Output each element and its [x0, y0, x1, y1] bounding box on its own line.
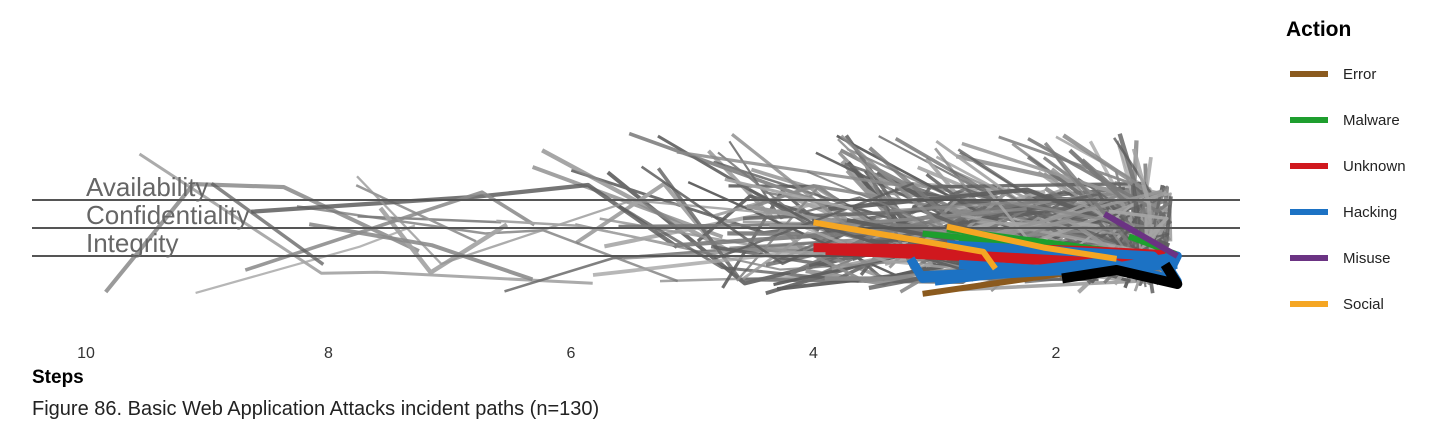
- category-label-confidentiality: Confidentiality: [86, 200, 249, 230]
- legend-label-unknown: Unknown: [1343, 158, 1406, 175]
- gray-path: [730, 133, 1027, 227]
- highlight-path: [1061, 261, 1183, 289]
- gray-path: [713, 160, 921, 230]
- gray-path: [210, 181, 325, 266]
- category-label-availability: Availability: [86, 172, 208, 202]
- category-label-integrity: Integrity: [86, 228, 179, 258]
- x-axis-label: Steps: [32, 367, 84, 388]
- gray-path: [244, 190, 536, 272]
- x-tick-label: 8: [324, 345, 333, 362]
- highlight-path-line: [1061, 261, 1183, 289]
- legend-label-malware: Malware: [1343, 112, 1400, 129]
- legend-title: Action: [1286, 18, 1351, 41]
- legend-label-hacking: Hacking: [1343, 204, 1397, 221]
- gray-path: [496, 219, 679, 248]
- legend-label-misuse: Misuse: [1343, 250, 1391, 267]
- figure-caption: Figure 86. Basic Web Application Attacks…: [32, 398, 600, 420]
- gray-path: [356, 175, 871, 266]
- gray-path: [378, 206, 509, 275]
- gray-path: [308, 222, 534, 282]
- path-error: [922, 269, 1069, 297]
- x-axis-ticks: 10 8 6 4 2: [77, 345, 1060, 362]
- legend: Action Error Malware Unknown Hacking Misuse So…: [1286, 18, 1406, 313]
- gray-path: [676, 150, 913, 189]
- gray-path: [724, 177, 854, 211]
- gray-path: [1027, 137, 1170, 213]
- path-social: [946, 223, 1118, 262]
- gray-path: [138, 152, 593, 285]
- legend-label-social: Social: [1343, 296, 1384, 313]
- gray-path: [1043, 141, 1131, 244]
- legend-label-error: Error: [1343, 66, 1376, 83]
- x-tick-label: 4: [809, 345, 818, 362]
- path-misuse: [1103, 211, 1179, 259]
- gray-path: [251, 182, 679, 249]
- x-tick-label: 6: [567, 345, 576, 362]
- x-tick-label: 2: [1052, 345, 1061, 362]
- x-tick-label: 10: [77, 345, 95, 362]
- gray-path: [104, 182, 420, 294]
- gray-path: [195, 224, 416, 294]
- path-social: [812, 219, 998, 271]
